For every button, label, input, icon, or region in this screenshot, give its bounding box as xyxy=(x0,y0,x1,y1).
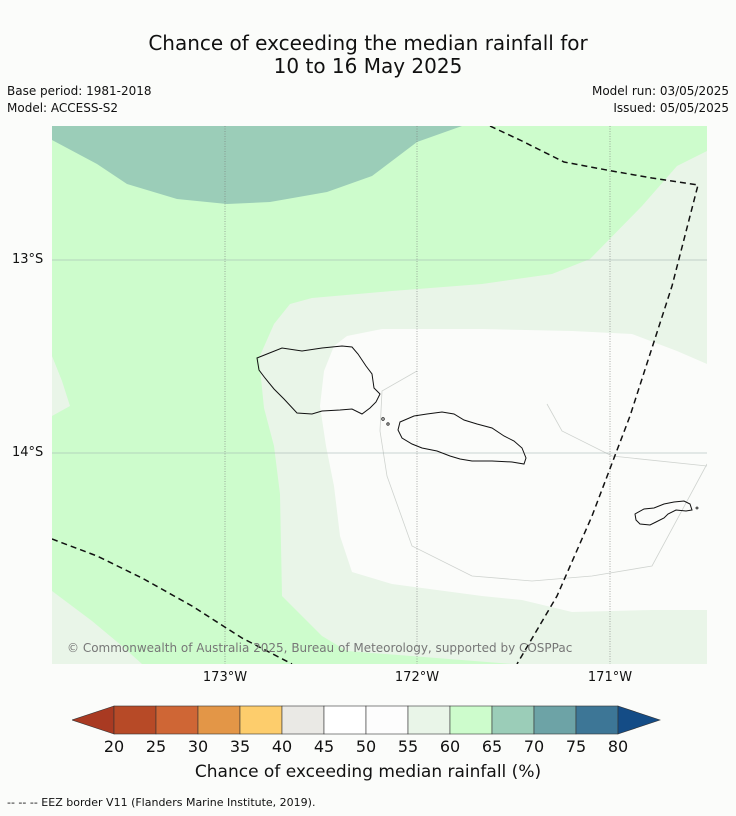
colorbar-extend-high xyxy=(617,705,661,735)
model-name: Model: ACCESS-S2 xyxy=(7,101,119,115)
colorbar-label: Chance of exceeding median rainfall (%) xyxy=(194,762,542,782)
savaii-island xyxy=(256,345,381,415)
lat-gridlines xyxy=(52,259,707,454)
colorbar-bin xyxy=(575,705,619,735)
colorbar-bin xyxy=(491,705,535,735)
colorbar-tick-label: 55 xyxy=(397,737,419,756)
colorbar-tick-label: 80 xyxy=(607,737,629,756)
colorbar-bin xyxy=(365,705,409,735)
meta-right: Model run: 03/05/2025 Issued: 05/05/2025 xyxy=(592,83,729,117)
colorbar-tick-label: 75 xyxy=(565,737,587,756)
lon-label-172w: 172°W xyxy=(394,670,440,685)
upolu-island xyxy=(397,411,527,465)
zone-55-60-left xyxy=(52,356,70,416)
manono-island xyxy=(386,422,390,426)
colorbar-tick-label: 40 xyxy=(271,737,293,756)
eez-border-south-west xyxy=(52,538,293,664)
title-line-1: Chance of exceeding the median rainfall … xyxy=(148,31,588,55)
colorbar-tick-label: 25 xyxy=(145,737,167,756)
base-period: Base period: 1981-2018 xyxy=(7,84,152,98)
colorbar-bin xyxy=(239,705,283,735)
tutuila-island xyxy=(634,500,693,526)
colorbar-bin xyxy=(449,705,493,735)
lon-label-173w: 173°W xyxy=(202,670,248,685)
lat-label-13s: 13°S xyxy=(12,252,44,267)
colorbar-bin xyxy=(197,705,241,735)
colorbar-tick-label: 35 xyxy=(229,737,251,756)
zone-65-70 xyxy=(52,126,462,204)
zone-50-55 xyxy=(320,329,707,612)
colorbar-tick-label: 30 xyxy=(187,737,209,756)
lon-label-171w: 171°W xyxy=(587,670,633,685)
colorbar-bin xyxy=(533,705,577,735)
colorbar-bin xyxy=(113,705,157,735)
colorbar-bin xyxy=(155,705,199,735)
colorbar-tick-label: 20 xyxy=(103,737,125,756)
colorbar-tick-label: 60 xyxy=(439,737,461,756)
model-run: Model run: 03/05/2025 xyxy=(591,84,729,98)
colorbar-bin xyxy=(323,705,367,735)
issued-date: Issued: 05/05/2025 xyxy=(613,101,729,115)
map-title: Chance of exceeding the median rainfall … xyxy=(0,32,736,78)
contour-line-inner-2 xyxy=(546,403,707,467)
lat-label-14s: 14°S xyxy=(12,445,44,460)
gridlines xyxy=(224,126,611,664)
zone-55-60-bottom-left xyxy=(52,591,142,664)
colorbar-extend-low xyxy=(72,705,115,735)
eez-footnote: -- -- -- EEZ border V11 (Flanders Marine… xyxy=(7,796,316,809)
map-plot xyxy=(52,126,707,664)
colorbar-bin xyxy=(281,705,325,735)
apolima-island xyxy=(381,417,385,421)
aunuu-island xyxy=(695,506,699,510)
colorbar-bin xyxy=(407,705,451,735)
colorbar xyxy=(72,705,661,735)
colorbar-tick-label: 45 xyxy=(313,737,335,756)
eez-border-north-east xyxy=(489,126,699,664)
colorbar-tick-label: 70 xyxy=(523,737,545,756)
colorbar-tick-label: 50 xyxy=(355,737,377,756)
title-line-2: 10 to 16 May 2025 xyxy=(273,54,463,78)
contour-line-inner xyxy=(379,370,707,582)
colorbar-tick-label: 65 xyxy=(481,737,503,756)
copyright-text: © Commonwealth of Australia 2025, Bureau… xyxy=(67,641,573,655)
meta-left: Base period: 1981-2018 Model: ACCESS-S2 xyxy=(7,83,152,117)
